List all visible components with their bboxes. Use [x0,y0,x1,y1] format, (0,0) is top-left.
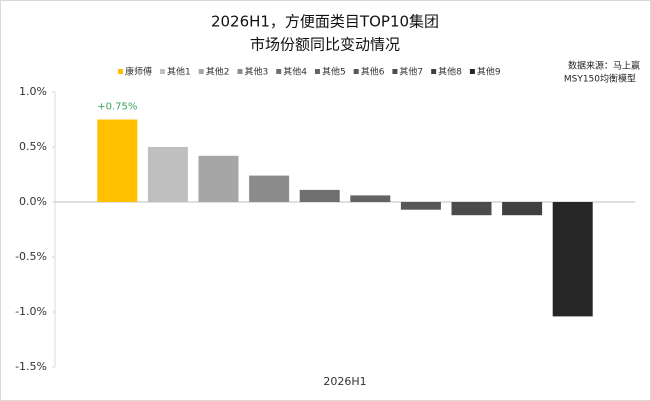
legend-label: 其他8 [438,66,462,78]
chart-subtitle: 市场份额同比变动情况 [250,36,400,54]
y-tick-label: 0.0% [19,195,47,208]
data-label: +0.75% [97,102,137,113]
bar [400,202,441,210]
legend-label: 其他5 [322,66,346,78]
bar [299,189,340,202]
legend-label: 其他9 [477,66,501,78]
bar [552,202,593,317]
legend-label: 其他4 [283,66,307,78]
y-tick-label: 1.0% [19,85,47,98]
legend-label: 其他7 [399,66,423,78]
source-note: 数据来源：马上赢 [568,60,640,72]
y-tick-label: -1.5% [15,360,47,373]
legend-swatch [237,69,243,74]
legend-label: 其他6 [361,66,385,78]
chart-title: 2026H1，方便面类目TOP10集团 [211,13,439,31]
bar [147,147,188,202]
bar [97,119,138,202]
legend-swatch [469,69,475,74]
legend-swatch [198,69,204,74]
y-tick-label: -1.0% [15,305,47,318]
legend-swatch [160,69,166,74]
legend-swatch [392,69,398,74]
x-tick-label: 2026H1 [323,375,366,388]
legend-label: 其他3 [244,66,268,78]
legend-label: 其他1 [167,66,191,78]
legend-swatch [314,69,320,74]
legend-swatch [118,69,123,74]
bar [198,155,239,202]
legend-swatch [431,69,437,74]
bar [502,202,543,216]
bar [451,202,492,216]
legend-swatch [353,69,359,74]
legend-label: 其他2 [206,66,230,78]
legend-label: 康师傅 [125,66,152,78]
y-tick-label: 0.5% [19,140,47,153]
bar [350,195,391,202]
y-tick-label: -0.5% [15,250,47,263]
source-note: MSY150均衡模型 [564,73,636,85]
legend-swatch [276,69,282,74]
bar [249,175,290,202]
